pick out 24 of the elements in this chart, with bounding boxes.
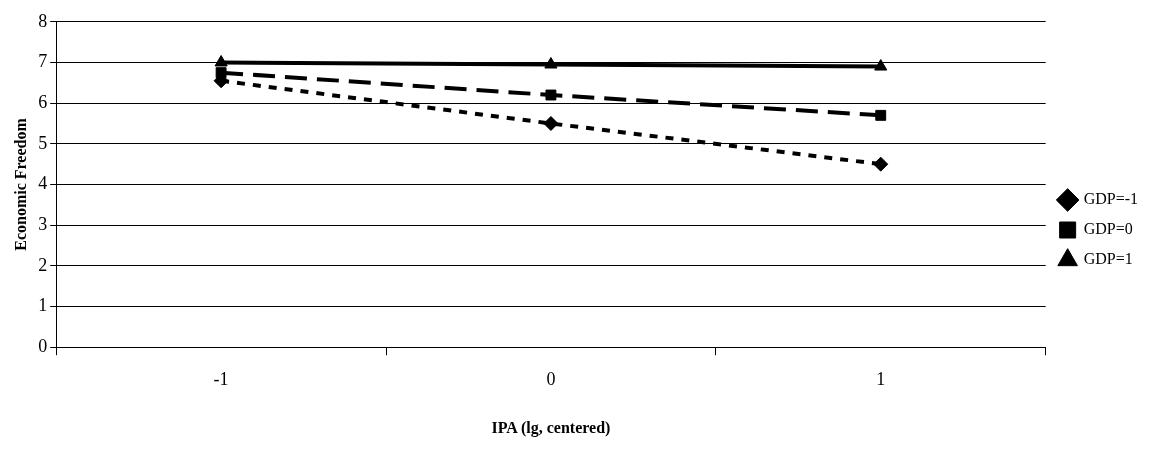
point <box>874 59 888 71</box>
x-tick-label: 0 <box>546 368 556 389</box>
y-tick-label: 6 <box>38 91 48 112</box>
x-tick-label: -1 <box>213 368 229 389</box>
y-tick-label: 0 <box>38 335 48 356</box>
y-tick-label: 5 <box>38 132 48 153</box>
point <box>544 57 558 69</box>
legend-label: GDP=-1 <box>1083 190 1138 208</box>
y-tick-label: 8 <box>38 10 48 31</box>
y-tick-label: 7 <box>38 51 48 72</box>
x-axis-title: IPA (lg, centered) <box>491 418 611 437</box>
point <box>214 54 228 67</box>
y-tick-label: 1 <box>38 295 48 316</box>
legend-label: GDP=0 <box>1083 220 1133 238</box>
y-tick-label: 4 <box>38 173 48 194</box>
point <box>543 115 559 131</box>
point <box>875 109 887 121</box>
y-axis-title: Economic Freedom <box>11 117 29 251</box>
y-tick-label: 3 <box>38 213 48 234</box>
legend-label: GDP=1 <box>1083 250 1133 268</box>
point <box>873 156 889 172</box>
point <box>545 89 557 101</box>
x-tick-label: 1 <box>876 368 886 389</box>
y-tick-label: 2 <box>38 254 48 275</box>
